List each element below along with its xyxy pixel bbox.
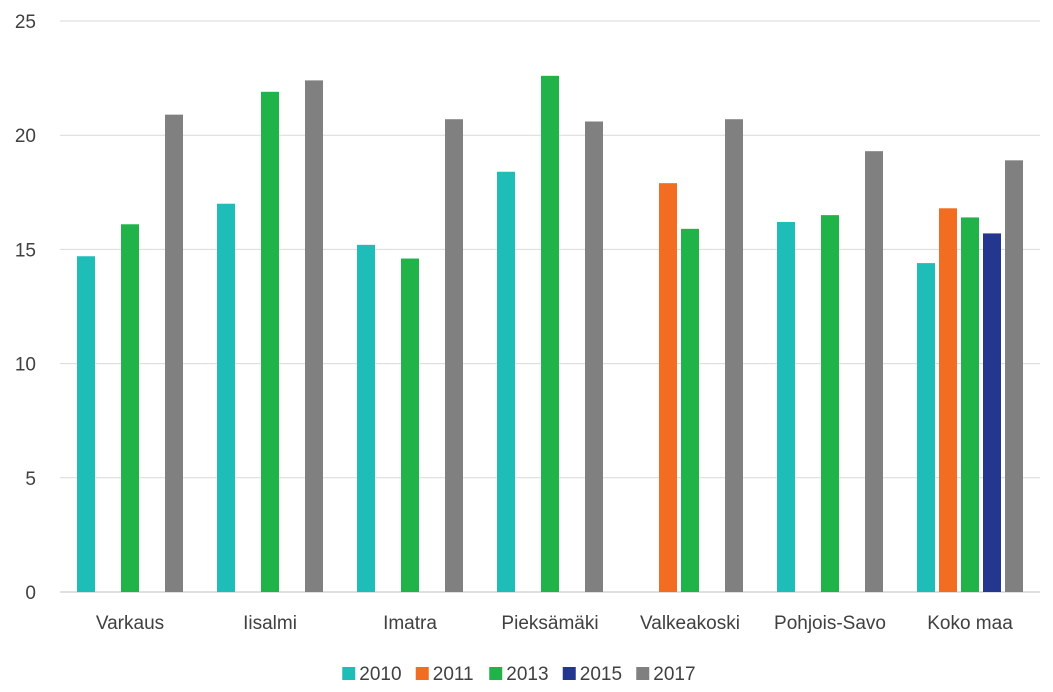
legend-label: 2015	[580, 664, 622, 685]
legend-label: 2011	[433, 664, 474, 685]
bar-2015	[983, 233, 1001, 593]
x-tick-label: Iisalmi	[243, 613, 297, 634]
bar-2013	[121, 224, 139, 592]
x-tick-label: Pohjois-Savo	[774, 613, 886, 634]
y-axis-ticks: 0 5 10 15 20 25	[15, 12, 36, 604]
bar-2013	[401, 258, 419, 592]
legend-swatch	[489, 667, 503, 680]
legend-swatch	[415, 667, 429, 680]
y-tick-label: 20	[15, 126, 36, 147]
bar-2011	[939, 208, 957, 592]
bar-2017	[1005, 160, 1023, 592]
bar-2010	[217, 203, 235, 592]
legend-label: 2013	[506, 664, 548, 685]
legend-label: 2010	[359, 664, 401, 685]
x-tick-label: Pieksämäki	[501, 613, 598, 634]
x-tick-label: Imatra	[383, 613, 437, 634]
bar-2017	[865, 151, 883, 593]
x-tick-label: Valkeakoski	[640, 613, 740, 634]
y-tick-label: 15	[15, 240, 36, 261]
x-tick-label: Koko maa	[927, 613, 1013, 634]
bar-2013	[261, 91, 279, 592]
bar-2013	[961, 217, 979, 592]
bar-2017	[445, 119, 463, 592]
bar-2017	[585, 121, 603, 592]
bar-2013	[681, 228, 699, 592]
legend-swatch	[562, 667, 576, 680]
bars	[77, 75, 1023, 593]
bar-2011	[659, 183, 677, 592]
legend-item-2010: 2010	[342, 664, 402, 685]
bar-2010	[777, 221, 795, 592]
bar-2017	[305, 80, 323, 592]
bar-2013	[541, 75, 559, 593]
bar-2017	[725, 119, 743, 592]
y-tick-label: 10	[15, 355, 36, 376]
legend-swatch	[636, 667, 650, 680]
bar-2010	[917, 263, 935, 592]
legend-item-2013: 2013	[489, 664, 549, 685]
legend-swatch	[342, 667, 356, 680]
y-tick-label: 25	[15, 12, 36, 33]
legend: 2010 2011 2013 2015 2017	[342, 664, 696, 685]
bar-2010	[77, 256, 95, 592]
legend-item-2015: 2015	[562, 664, 622, 685]
y-tick-label: 0	[25, 583, 36, 604]
bar-2010	[497, 171, 515, 592]
y-tick-label: 5	[25, 469, 36, 490]
bar-2010	[357, 244, 375, 592]
bar-2017	[165, 114, 183, 593]
legend-item-2017: 2017	[636, 664, 696, 685]
legend-label: 2017	[653, 664, 695, 685]
bar-2013	[821, 215, 839, 592]
x-axis-labels: Varkaus Iisalmi Imatra Pieksämäki Valkeakosk…	[96, 613, 1013, 634]
x-tick-label: Varkaus	[96, 613, 164, 634]
legend-item-2011: 2011	[415, 664, 474, 685]
